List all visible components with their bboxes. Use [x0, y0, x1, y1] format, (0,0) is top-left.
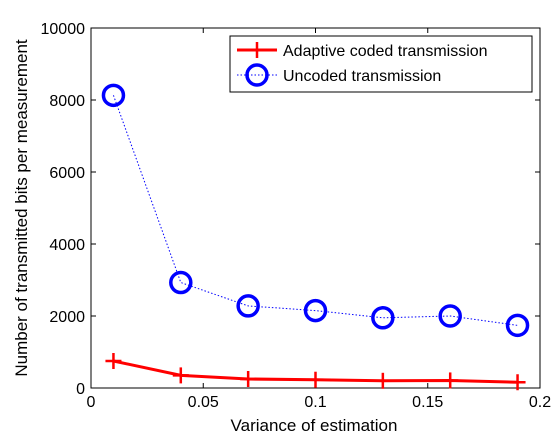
series-1-point: [240, 371, 257, 387]
series-1-point: [509, 374, 526, 391]
series-2-point: [371, 306, 395, 330]
y-axis-label: Number of transmitted bits per measureme…: [12, 39, 31, 377]
axis-ticks: 0 0.05 0.1 0.15 0.2 0 2000 4000 6000 8000 10000: [41, 21, 552, 411]
y-tick-label: 8000: [49, 93, 85, 110]
series-2-point: [438, 304, 462, 328]
y-tick-label: 2000: [49, 309, 85, 326]
series-1-point: [172, 367, 189, 384]
series-2-point: [101, 83, 126, 108]
y-tick-label: 10000: [41, 21, 86, 38]
series-2-point: [236, 294, 260, 318]
x-axis-label: Variance of estimation: [231, 416, 398, 435]
x-tick-label: 0.2: [529, 394, 551, 411]
legend: Adaptive coded transmission Uncoded trans…: [229, 35, 533, 93]
series-2: [101, 83, 530, 338]
x-tick-label: 0.15: [412, 394, 443, 411]
series-2-point: [505, 313, 530, 338]
legend-entry-1: Adaptive coded transmission: [237, 42, 488, 60]
series-1: [105, 353, 526, 391]
series-1-point: [374, 372, 391, 389]
x-tick-label: 0.1: [304, 394, 326, 411]
legend-marker: [249, 42, 265, 58]
series-2-point: [169, 270, 193, 295]
legend-entry-2: Uncoded transmission: [237, 63, 441, 87]
series-2-point: [303, 298, 328, 323]
y-tick-label: 0: [76, 381, 85, 398]
series-1-point: [307, 371, 324, 388]
series-1-point: [105, 353, 122, 369]
series-layer: [101, 83, 530, 391]
y-tick-label: 6000: [49, 165, 85, 182]
y-tick-label: 4000: [49, 237, 85, 254]
legend-label: Adaptive coded transmission: [283, 43, 488, 60]
legend-label: Uncoded transmission: [283, 68, 441, 85]
series-1-point: [442, 372, 459, 389]
x-tick-label: 0: [87, 394, 96, 411]
series-2-line: [112, 95, 518, 326]
legend-box: [229, 35, 533, 93]
legend-marker: [245, 63, 269, 87]
x-tick-label: 0.05: [188, 394, 219, 411]
